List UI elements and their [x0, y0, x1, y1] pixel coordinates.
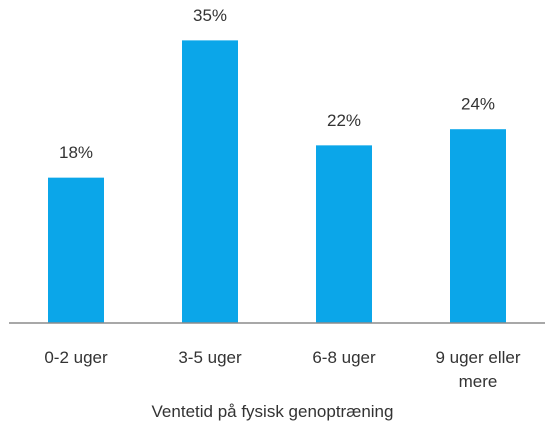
x-axis-label: Ventetid på fysisk genoptræning: [151, 402, 394, 421]
bar: [450, 129, 506, 323]
x-tick-label: 0-2 uger: [44, 348, 108, 367]
bar: [316, 145, 372, 323]
data-label: 22%: [327, 111, 361, 130]
x-tick-label: 6-8 uger: [312, 348, 376, 367]
x-tick-label: 3-5 uger: [178, 348, 242, 367]
bar: [48, 177, 104, 323]
data-label: 35%: [193, 6, 227, 25]
data-label: 18%: [59, 143, 93, 162]
x-tick-label: 9 uger eller mere: [435, 348, 521, 391]
data-label: 24%: [461, 95, 495, 114]
bar: [182, 40, 238, 323]
